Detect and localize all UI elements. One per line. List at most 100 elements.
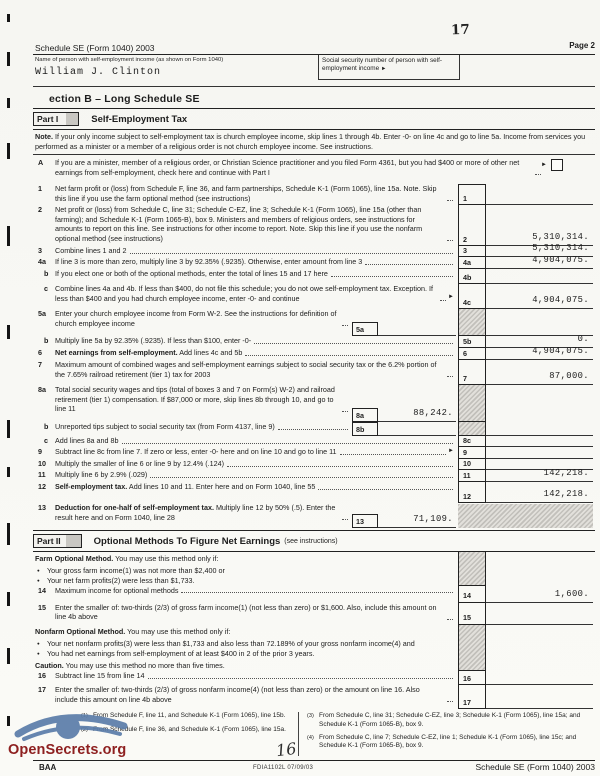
inline-amount: 71,109.: [378, 514, 456, 528]
line-label: Enter your church employee income from F…: [55, 309, 337, 328]
inline-number-cell: 5a: [352, 322, 378, 336]
bullet-text: Your net farm profits(2) were less than …: [47, 576, 195, 586]
line-amount: [486, 436, 593, 447]
line-number-cell: 5b: [458, 336, 486, 348]
form-line-13: 13 Deduction for one-half of self-employ…: [33, 503, 595, 528]
scan-mark: [7, 52, 10, 66]
line-number-cell: 10: [458, 459, 486, 470]
form-line-A: A If you are a minister, member of a rel…: [33, 158, 595, 182]
dotted-leader: [342, 518, 348, 520]
line-amount: [486, 685, 593, 710]
dotted-leader: [440, 299, 447, 301]
part1-label: Part I: [33, 112, 80, 126]
dotted-leader: [339, 453, 447, 455]
line-amount: [486, 671, 593, 686]
dotted-leader: [121, 442, 453, 444]
line-label: Add lines 8a and 8b: [55, 436, 119, 445]
line-number-cell: 7: [458, 360, 486, 385]
line-amount: [486, 422, 593, 436]
line-label-bold: Deduction for one-half of self-employmen…: [55, 503, 214, 512]
bullet-text: Your net nonfarm profits(3) were less th…: [47, 638, 415, 648]
part1-title: Self-Employment Tax: [91, 113, 188, 125]
form-line-10: 10 Multiply the smaller of line 6 or lin…: [33, 459, 595, 470]
shaded-cell: [458, 552, 486, 586]
line-amount: [486, 269, 593, 284]
line-label: Net profit or (loss) from Schedule C, li…: [55, 205, 423, 243]
caution-text: You may use this method no more than fiv…: [65, 660, 225, 670]
form-line-12: 12 Self-employment tax. Add lines 10 and…: [33, 482, 595, 503]
inline-number-cell: 8a: [352, 408, 378, 422]
dotted-leader: [254, 342, 453, 344]
part1-lines: A If you are a minister, member of a rel…: [33, 158, 595, 528]
line-number-cell: 4c: [458, 284, 486, 309]
dotted-leader: [227, 465, 453, 467]
scan-mark: [7, 143, 10, 159]
dotted-leader: [447, 375, 453, 377]
line-A-check: ►: [541, 159, 563, 171]
line-label: Multiply line 6 by 2.9% (.029): [55, 470, 148, 479]
document-code: FDIA1102L 07/09/03: [253, 764, 314, 771]
note-block: Note. If your only income subject to sel…: [33, 130, 595, 155]
arrow-icon: ►: [380, 66, 387, 73]
method-text: You may use this method only if:: [127, 626, 231, 636]
footnote-marker: (4): [307, 735, 314, 742]
line-amount: 4,904,075.: [486, 255, 593, 269]
scan-mark: [7, 648, 10, 664]
line-label: Multiply line 12 by 50% (.5). Enter the …: [55, 503, 336, 522]
shaded-band: [458, 504, 593, 528]
dotted-leader: [245, 354, 453, 356]
name-row: Name of person with self-employment inco…: [33, 55, 595, 87]
line-label: If you elect one or both of the optional…: [55, 269, 328, 278]
method-text: You may use this method only if:: [115, 554, 219, 563]
line-number: 2: [38, 205, 42, 214]
line-number: 3: [38, 246, 42, 255]
name-label: Name of person with self-employment inco…: [35, 57, 224, 63]
bullet-icon: ●: [37, 578, 40, 584]
part2-heading: Part II Optional Methods To Figure Net E…: [33, 530, 595, 552]
handwritten-number: 16: [274, 738, 298, 761]
line-label: Unreported tips subject to social securi…: [55, 422, 275, 431]
footnote-4: (4) From Schedule C, line 7; Schedule C-…: [307, 734, 593, 751]
footnote-marker: (3): [307, 713, 314, 720]
nonfarm-optional-method: Nonfarm Optional Method. You may use thi…: [33, 624, 595, 672]
line-number: 13: [38, 503, 46, 512]
line-number: 16: [38, 671, 46, 681]
line-amount: 87,000.: [486, 360, 593, 385]
line-amount: [486, 459, 593, 470]
line-label: Enter the smaller of: two-thirds (2/3) o…: [55, 602, 437, 622]
scan-mark: [7, 98, 10, 108]
form-line-11: 11 Multiply line 6 by 2.9% (.029) 11 142…: [33, 468, 595, 482]
line-amount: 4,904,075.: [486, 284, 593, 309]
footnote-marker: (2): [81, 726, 88, 733]
line-label: Total social security wages and tips (to…: [55, 385, 335, 413]
bullet-text: Your gross farm income(1) was not more t…: [47, 565, 225, 575]
line-label: If line 3 is more than zero, multiply li…: [55, 257, 363, 266]
line-number-cell: 4a: [458, 257, 486, 269]
scan-mark: [7, 716, 10, 726]
line-label: Subtract line 15 from line 14: [55, 671, 145, 681]
dotted-leader: [181, 591, 453, 594]
baa-label: BAA: [39, 762, 57, 772]
form-line-8c: c Add lines 8a and 8b 8c: [33, 436, 595, 447]
line-label: Combine lines 1 and 2: [55, 246, 127, 255]
line-amount: 1,600.: [486, 586, 593, 603]
line-number: 8a: [38, 385, 46, 394]
line-number: 12: [38, 482, 46, 491]
part2-note: (see instructions): [284, 537, 338, 545]
scan-mark: [7, 467, 10, 477]
dotted-leader: [447, 239, 453, 241]
line-number: 17: [38, 685, 46, 695]
dotted-leader: [147, 677, 453, 679]
form-id: Schedule SE (Form 1040) 2003: [35, 43, 155, 53]
note-lead: Note.: [35, 132, 53, 141]
footnote-column-right: (3) From Schedule C, line 31; Schedule C…: [298, 712, 595, 756]
page-label: Page 2: [569, 41, 595, 50]
line-amount: 142,218.: [486, 468, 593, 482]
line-label: Multiply line 5a by 92.35% (.9235). If l…: [55, 336, 252, 345]
footnote-text: From Schedule F, line 36, and Schedule K…: [93, 725, 286, 733]
scan-mark: [7, 325, 10, 339]
dotted-leader: [365, 263, 453, 265]
footnote-text: From Schedule C, line 31; Schedule C-EZ,…: [319, 712, 581, 728]
line-label-bold: Net earnings from self-employment.: [55, 348, 178, 357]
form-line-9: 9 Subtract line 8c from line 7. If zero …: [33, 447, 595, 459]
